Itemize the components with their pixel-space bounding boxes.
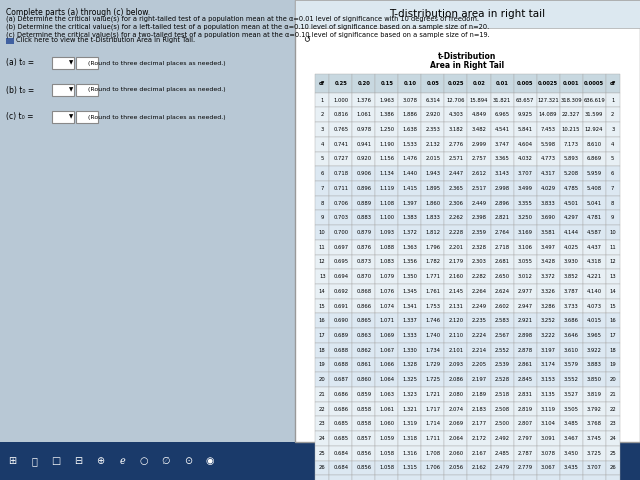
Text: ℯ: ℯ bbox=[119, 456, 125, 466]
Text: Complete parts (a) through (c) below.: Complete parts (a) through (c) below. bbox=[6, 8, 150, 17]
Bar bbox=[52, 111, 74, 123]
Text: ⊕: ⊕ bbox=[96, 456, 104, 466]
Text: Click here to view the t-Distribution Area in Right Tail.: Click here to view the t-Distribution Ar… bbox=[16, 37, 195, 43]
Text: ▼: ▼ bbox=[69, 87, 73, 93]
Text: ▼: ▼ bbox=[69, 60, 73, 65]
Text: ▼: ▼ bbox=[69, 115, 73, 120]
Text: (a) Determine the critical value(s) for a right-tailed test of a population mean: (a) Determine the critical value(s) for … bbox=[6, 16, 479, 23]
Bar bbox=[76, 111, 98, 123]
Bar bbox=[295, 0, 640, 28]
Text: (Round to three decimal places as needed.): (Round to three decimal places as needed… bbox=[88, 87, 226, 93]
Text: ⌕: ⌕ bbox=[31, 456, 37, 466]
Text: Done: Done bbox=[531, 422, 551, 432]
Text: T-distribution area in right tail: T-distribution area in right tail bbox=[389, 9, 545, 19]
Bar bbox=[519, 419, 564, 435]
Text: ⊙: ⊙ bbox=[184, 456, 192, 466]
Text: (c) t₀ =: (c) t₀ = bbox=[6, 112, 33, 121]
Bar bbox=[52, 84, 74, 96]
Text: (Round to three decimal places as needed.): (Round to three decimal places as needed… bbox=[88, 115, 226, 120]
Text: (c) Determine the critical value(s) for a two-tailed test of a population mean a: (c) Determine the critical value(s) for … bbox=[6, 32, 490, 38]
Text: (Round to three decimal places as needed.): (Round to three decimal places as needed… bbox=[88, 60, 226, 65]
Bar bbox=[76, 57, 98, 69]
Bar bbox=[295, 0, 640, 442]
Bar bbox=[0, 442, 640, 480]
Bar bbox=[451, 419, 495, 435]
Text: (b) t₀ =: (b) t₀ = bbox=[6, 85, 35, 95]
Text: ◉: ◉ bbox=[205, 456, 214, 466]
Text: □: □ bbox=[51, 456, 61, 466]
Text: ∅: ∅ bbox=[162, 456, 170, 466]
Text: (a) t₀ =: (a) t₀ = bbox=[6, 59, 34, 68]
Text: ⊞: ⊞ bbox=[8, 456, 16, 466]
Text: (b) Determine the critical value(s) for a left-tailed test of a population mean : (b) Determine the critical value(s) for … bbox=[6, 24, 489, 31]
Text: Print: Print bbox=[463, 422, 481, 432]
Bar bbox=[6, 38, 14, 44]
Text: ⊟: ⊟ bbox=[74, 456, 82, 466]
Bar bbox=[76, 84, 98, 96]
Text: Area in Right Tail: Area in Right Tail bbox=[431, 61, 504, 70]
Bar bbox=[52, 57, 74, 69]
Bar bbox=[0, 0, 295, 442]
Text: ↺: ↺ bbox=[303, 36, 310, 45]
Text: t-Distribution: t-Distribution bbox=[438, 52, 497, 61]
Text: ○: ○ bbox=[140, 456, 148, 466]
